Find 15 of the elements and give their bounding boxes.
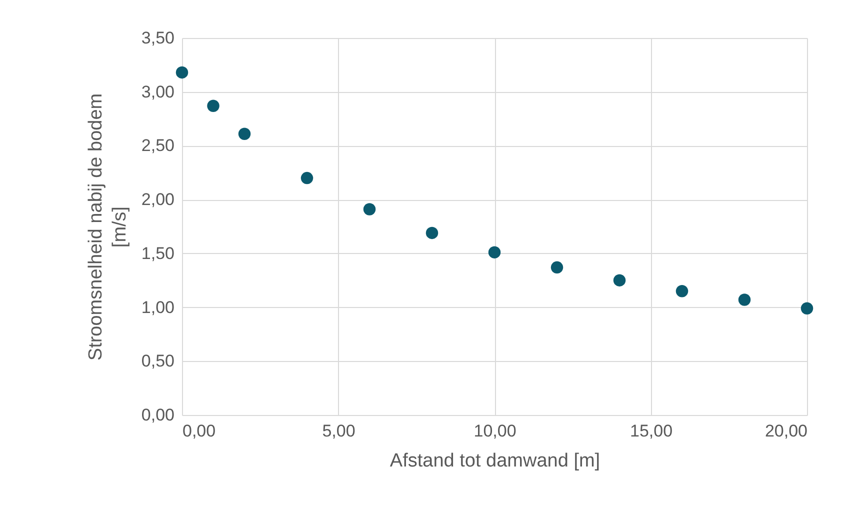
x-tick-label: 0,00 — [182, 422, 216, 440]
x-tick-label: 20,00 — [764, 422, 808, 440]
y-tick-label: 3,00 — [141, 82, 174, 102]
y-axis-title: Stroomsnelheid nabij de bodem [m/s] — [85, 93, 130, 361]
y-tick-label: 2,00 — [141, 190, 174, 210]
y-tick-label: 3,50 — [141, 28, 174, 48]
y-tick-label: 0,00 — [141, 406, 174, 424]
y-tick-label: 0,50 — [141, 352, 174, 371]
y-tick-label: 2,50 — [141, 136, 174, 156]
y-tick-label: 1,50 — [141, 244, 174, 263]
x-tick-label: 10,00 — [474, 422, 516, 440]
x-axis-title: Afstand tot damwand [m] — [390, 450, 600, 472]
x-tick-label: 15,00 — [630, 422, 673, 440]
y-tick-label: 1,00 — [141, 298, 174, 317]
x-tick-label: 5,00 — [322, 422, 356, 440]
